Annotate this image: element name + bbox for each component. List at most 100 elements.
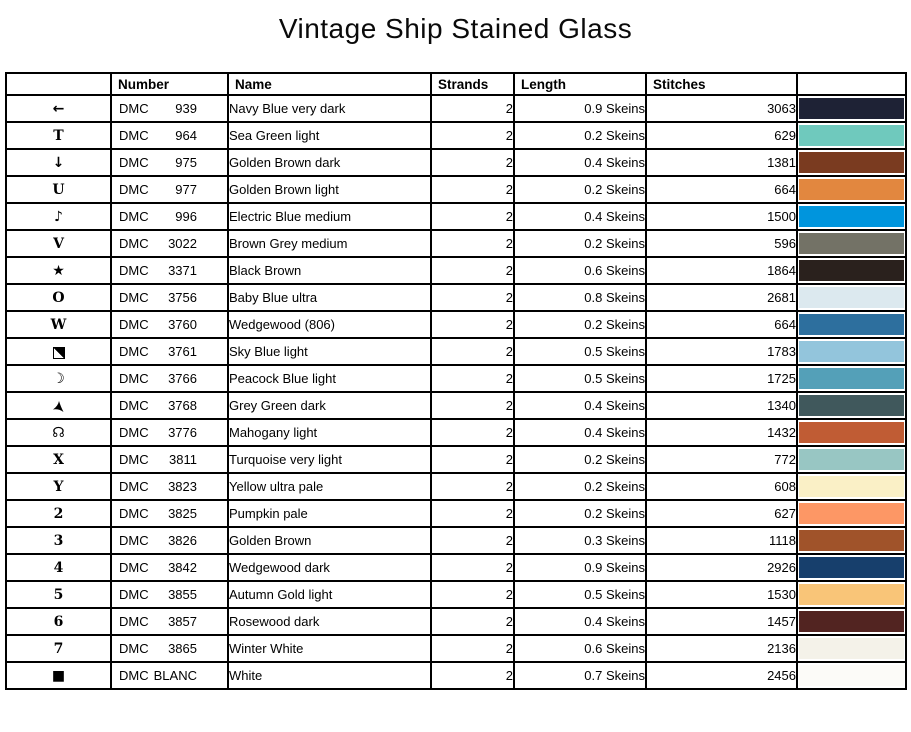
color-swatch xyxy=(799,476,904,497)
stitches-cell: 627 xyxy=(645,499,798,528)
dmc-brand: DMC xyxy=(119,452,149,467)
digit-3-symbol: 3 xyxy=(53,533,64,549)
strands-cell: 2 xyxy=(430,634,515,663)
eighth-note-symbol: ♪ xyxy=(5,202,112,231)
color-name-cell: Mahogany light xyxy=(227,418,432,447)
stitches-cell: 629 xyxy=(645,121,798,150)
strands-cell: 2 xyxy=(430,580,515,609)
dmc-brand: DMC xyxy=(119,587,149,602)
color-name-cell: Sea Green light xyxy=(227,121,432,150)
crescent-moon-symbol: ☽ xyxy=(5,364,112,393)
strands-cell: 2 xyxy=(430,175,515,204)
header-strands: Strands xyxy=(430,72,515,96)
strands-cell: 2 xyxy=(430,607,515,636)
strands-cell: 2 xyxy=(430,553,515,582)
dmc-number-cell: DMC 939 xyxy=(110,94,229,123)
dmc-number-cell: DMC 3371 xyxy=(110,256,229,285)
letter-w-symbol: W xyxy=(5,310,112,339)
dmc-code: 3825 xyxy=(168,506,197,521)
strands-cell: 2 xyxy=(430,121,515,150)
length-cell: 0.2 Skeins xyxy=(513,445,647,474)
table-row: 6 DMC 3857 Rosewood dark 2 0.4 Skeins 14… xyxy=(5,607,907,636)
dmc-number-cell: DMC 3823 xyxy=(110,472,229,501)
table-row: X DMC 3811 Turquoise very light 2 0.2 Sk… xyxy=(5,445,907,474)
stitches-cell: 2926 xyxy=(645,553,798,582)
table-row: DMC 3761 Sky Blue light 2 0.5 Skeins 178… xyxy=(5,337,907,366)
length-cell: 0.2 Skeins xyxy=(513,121,647,150)
stitches-cell: 1457 xyxy=(645,607,798,636)
table-row: O DMC 3756 Baby Blue ultra 2 0.8 Skeins … xyxy=(5,283,907,312)
letter-x-symbol: X xyxy=(5,445,112,474)
dmc-code: 939 xyxy=(175,101,197,116)
table-row: ← DMC 939 Navy Blue very dark 2 0.9 Skei… xyxy=(5,94,907,123)
header-number: Number xyxy=(110,72,229,96)
dmc-code: 3842 xyxy=(168,560,197,575)
length-cell: 0.7 Skeins xyxy=(513,661,647,690)
stitches-cell: 1530 xyxy=(645,580,798,609)
page-title: Vintage Ship Stained Glass xyxy=(278,13,633,44)
length-cell: 0.2 Skeins xyxy=(513,472,647,501)
header-swatch xyxy=(796,72,907,96)
letter-u-symbol: U xyxy=(5,175,112,204)
color-swatch xyxy=(799,206,904,227)
dmc-brand: DMC xyxy=(119,182,149,197)
color-swatch xyxy=(799,449,904,470)
half-filled-square-symbol xyxy=(52,346,65,359)
table-row: ■ DMC BLANC White 2 0.7 Skeins 2456 xyxy=(5,661,907,690)
curved-arrowhead-symbol xyxy=(5,391,112,420)
table-row: ♪ DMC 996 Electric Blue medium 2 0.4 Ske… xyxy=(5,202,907,231)
table-row: 5 DMC 3855 Autumn Gold light 2 0.5 Skein… xyxy=(5,580,907,609)
dmc-number-cell: DMC 964 xyxy=(110,121,229,150)
stitches-cell: 608 xyxy=(645,472,798,501)
dmc-number-cell: DMC 3760 xyxy=(110,310,229,339)
stitches-cell: 664 xyxy=(645,310,798,339)
stitches-cell: 1118 xyxy=(645,526,798,555)
color-name-cell: Electric Blue medium xyxy=(227,202,432,231)
color-name-cell: Pumpkin pale xyxy=(227,499,432,528)
length-cell: 0.3 Skeins xyxy=(513,526,647,555)
color-name-cell: Brown Grey medium xyxy=(227,229,432,258)
letter-o-symbol: O xyxy=(52,290,65,306)
stitches-cell: 1725 xyxy=(645,364,798,393)
dmc-number-cell: DMC 3865 xyxy=(110,634,229,663)
dmc-number-cell: DMC 3855 xyxy=(110,580,229,609)
dmc-brand: DMC xyxy=(119,344,149,359)
color-name-cell: Winter White xyxy=(227,634,432,663)
color-name-cell: Peacock Blue light xyxy=(227,364,432,393)
dmc-code: 3826 xyxy=(168,533,197,548)
length-cell: 0.5 Skeins xyxy=(513,337,647,366)
dmc-code: 3760 xyxy=(168,317,197,332)
color-name-cell: Golden Brown xyxy=(227,526,432,555)
header-symbol xyxy=(5,72,112,96)
color-name-cell: Golden Brown light xyxy=(227,175,432,204)
color-swatch xyxy=(799,611,904,632)
strands-cell: 2 xyxy=(430,418,515,447)
dmc-code: 3865 xyxy=(168,641,197,656)
strands-cell: 2 xyxy=(430,526,515,555)
dmc-code: 3857 xyxy=(168,614,197,629)
digit-2-symbol: 2 xyxy=(53,506,64,522)
dmc-number-cell: DMC 3756 xyxy=(110,283,229,312)
strands-cell: 2 xyxy=(430,310,515,339)
dmc-code: 3855 xyxy=(168,587,197,602)
strands-cell: 2 xyxy=(430,94,515,123)
color-swatch xyxy=(799,260,904,281)
dmc-brand: DMC xyxy=(119,560,149,575)
color-name-cell: Navy Blue very dark xyxy=(227,94,432,123)
color-name-cell: Yellow ultra pale xyxy=(227,472,432,501)
length-cell: 0.2 Skeins xyxy=(513,310,647,339)
length-cell: 0.5 Skeins xyxy=(513,364,647,393)
strands-cell: 2 xyxy=(430,283,515,312)
dmc-number-cell: DMC 977 xyxy=(110,175,229,204)
dmc-brand: DMC xyxy=(119,614,149,629)
stitches-cell: 1500 xyxy=(645,202,798,231)
dmc-code: 977 xyxy=(175,182,197,197)
dmc-code: 3768 xyxy=(168,398,197,413)
dmc-brand: DMC xyxy=(119,371,149,386)
digit-4-symbol: 4 xyxy=(53,560,64,576)
black-square-symbol: ■ xyxy=(51,668,66,684)
length-cell: 0.5 Skeins xyxy=(513,580,647,609)
dmc-brand: DMC xyxy=(119,479,149,494)
header-stitches: Stitches xyxy=(645,72,798,96)
stitches-cell: 2136 xyxy=(645,634,798,663)
